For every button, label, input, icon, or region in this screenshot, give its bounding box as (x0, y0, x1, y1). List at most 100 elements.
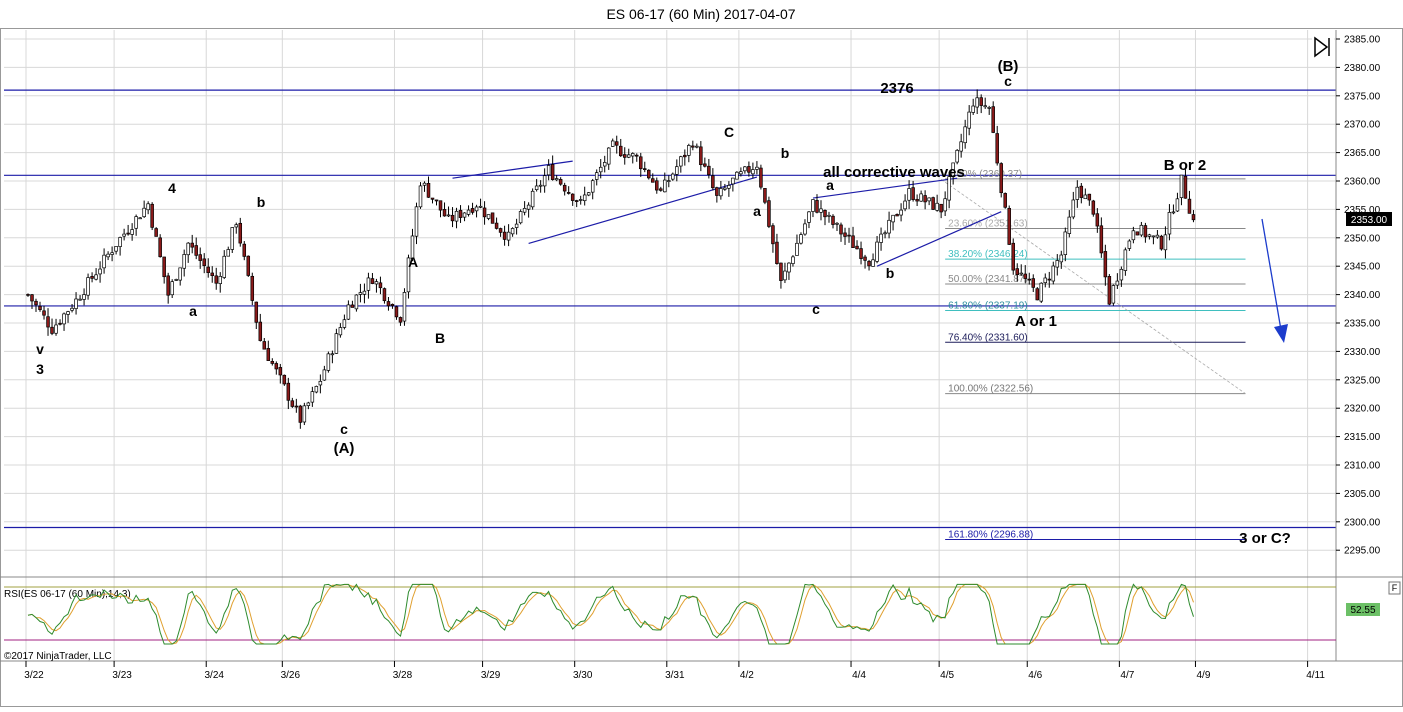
candle-body (739, 171, 743, 175)
trend-channel-line (812, 177, 958, 199)
candle-body (66, 311, 70, 315)
candle-body (418, 185, 423, 208)
candle-body (30, 294, 34, 302)
candle-body (50, 326, 54, 334)
time-tick-label: 4/5 (940, 670, 954, 681)
candle-body (90, 276, 94, 279)
candle-body (118, 237, 122, 247)
candle-body (166, 275, 170, 296)
candle-body (711, 175, 715, 189)
wave-label: (B) (998, 58, 1019, 75)
candle-body (815, 200, 819, 213)
candle-body (498, 228, 503, 233)
candle-body (174, 279, 178, 281)
candle-body (366, 277, 371, 291)
time-tick-label: 4/7 (1120, 670, 1134, 681)
time-tick-label: 4/6 (1028, 670, 1042, 681)
candle-body (426, 182, 431, 198)
candle-body (350, 304, 355, 308)
fib-level-label: 0.00% (2360.37) (948, 169, 1022, 180)
candle-body (242, 243, 247, 257)
wave-label: A or 1 (1015, 313, 1057, 330)
candle-body (659, 188, 663, 191)
wave-label: (A) (334, 440, 355, 457)
candle-body (687, 145, 691, 156)
candle-body (510, 228, 515, 235)
wave-label: c (812, 301, 820, 317)
candle-body (1067, 216, 1072, 234)
candle-body (663, 179, 667, 193)
last-price-text: 2353.00 (1351, 215, 1388, 226)
price-tick-label: 2350.00 (1344, 233, 1381, 244)
candle-body (955, 149, 959, 163)
candle-body (927, 197, 931, 202)
candle-body (582, 194, 587, 202)
candle-body (46, 316, 50, 328)
candle-body (42, 310, 46, 316)
candle-body (550, 164, 555, 180)
time-tick-label: 4/11 (1306, 670, 1325, 681)
candle-body (715, 187, 719, 196)
candle-body (410, 235, 415, 260)
candle-body (162, 256, 166, 278)
candle-body (719, 188, 723, 197)
fib-diagonal (940, 178, 1246, 394)
candle-body (1103, 251, 1108, 278)
candle-body (442, 209, 447, 217)
candle-body (1055, 260, 1060, 268)
time-tick-label: 3/29 (481, 670, 501, 681)
candle-body (578, 199, 583, 201)
candle-body (863, 256, 867, 261)
candle-body (843, 232, 847, 237)
candle-body (306, 402, 311, 406)
candle-body (574, 200, 579, 202)
candle-body (110, 252, 114, 255)
candle-body (1063, 231, 1068, 255)
price-tick-label: 2305.00 (1344, 489, 1381, 500)
candle-body (959, 141, 963, 152)
candle-body (1019, 272, 1023, 275)
candle-body (751, 169, 755, 175)
candle-body (338, 327, 343, 336)
candle-body (983, 105, 987, 108)
candle-body (382, 288, 387, 302)
rsi-value-text: 52.55 (1350, 605, 1375, 616)
candle-body (58, 322, 62, 325)
candle-body (198, 254, 202, 261)
wave-label: 4 (168, 180, 176, 196)
candle-body (755, 166, 759, 170)
candle-body (1107, 276, 1112, 305)
candle-body (835, 222, 839, 225)
wave-label: b (781, 145, 790, 161)
candle-body (78, 298, 82, 301)
candle-body (987, 107, 991, 109)
wave-label: b (257, 194, 266, 210)
price-tick-label: 2360.00 (1344, 177, 1381, 188)
candle-body (679, 156, 683, 167)
skip-forward-icon[interactable] (1312, 36, 1334, 58)
candle-body (723, 187, 727, 190)
wave-label: 3 (36, 361, 44, 377)
candle-body (226, 249, 231, 257)
candle-body (502, 231, 507, 240)
f-button[interactable]: F (1388, 581, 1401, 595)
candle-body (598, 166, 603, 173)
candle-body (478, 205, 483, 208)
candle-body (282, 374, 287, 385)
candle-body (146, 203, 150, 211)
time-tick-label: 4/4 (852, 670, 866, 681)
wave-label: 3 or C? (1239, 530, 1291, 547)
candle-body (534, 185, 539, 190)
candle-body (530, 190, 535, 208)
candle-body (867, 260, 871, 267)
f-button-label: F (1392, 583, 1398, 593)
candle-body (486, 214, 491, 219)
candle-body (254, 301, 259, 323)
wave-label: c (340, 421, 348, 437)
candle-body (1131, 230, 1136, 241)
candle-body (102, 254, 106, 269)
candle-body (775, 241, 779, 264)
candle-body (831, 215, 835, 225)
price-tick-label: 2380.00 (1344, 63, 1381, 74)
